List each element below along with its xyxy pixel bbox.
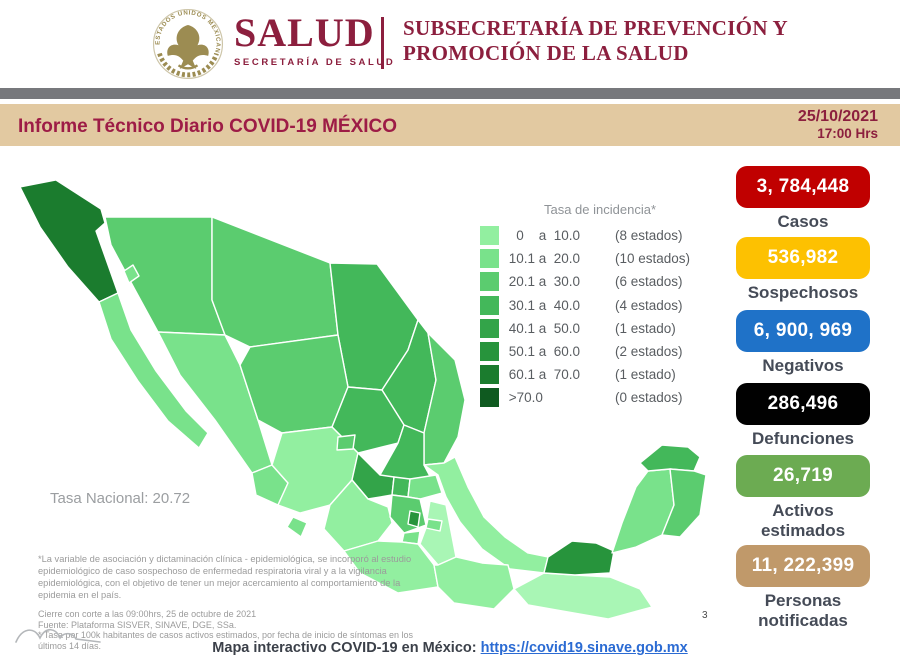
report-datetime: 25/10/2021 17:00 Hrs [798,107,878,142]
footer-text: Mapa interactivo COVID-19 en México: [212,640,481,656]
legend-swatch [480,272,499,292]
legend-count: (1 estado) [615,367,676,383]
state-tlaxcala [425,518,443,532]
legend-swatch [480,341,499,361]
stat-sospechosos: 536,982 Sospechosos [736,237,870,303]
stat-negativos: 6, 900, 969 Negativos [736,310,870,376]
state-colima [286,516,308,538]
state-oaxaca [433,556,515,610]
page-number: 3 [702,610,708,621]
footnote-paragraph: *La variable de asociación y dictaminaci… [38,554,412,600]
legend-swatch [480,226,499,245]
personas-value-pill: 11, 222,399 [736,545,870,587]
report-time: 17:00 Hrs [817,126,878,141]
legend-row: 20.1 a 30.0 (6 estados) [480,272,720,292]
state-baja-california-sur [98,292,209,449]
casos-value-pill: 3, 784,448 [736,166,870,208]
legend-swatch [480,295,499,315]
legend-row: 30.1 a 40.0 (4 estados) [480,295,720,315]
map-footnotes: *La variable de asociación y dictaminaci… [38,553,434,651]
legend-count: (6 estados) [615,274,683,290]
defunciones-label: Defunciones [751,429,855,448]
negativos-value-pill: 6, 900, 969 [736,310,870,352]
state-chiapas [513,572,653,620]
state-edomex [389,494,427,534]
defunciones-value-pill: 286,496 [736,383,870,425]
legend-title: Tasa de incidencia* [543,202,657,217]
footer: Mapa interactivo COVID-19 en México: htt… [0,640,900,656]
legend-range: 60.1 a 70.0 [505,367,581,383]
state-michoacan [323,479,393,552]
legend-range: >70.0 [505,390,543,406]
tasa-nacional-label: Tasa Nacional: 20.72 [50,490,191,507]
legend-row: 10.1 a 20.0 (10 estados) [480,249,720,269]
footnote-fuente: Fuente: Plataforma SISVER, SINAVE, DGE, … [38,619,237,630]
title-band: Informe Técnico Diario COVID-19 MÉXICO 2… [0,104,900,146]
state-chihuahua [211,216,339,348]
legend-count: (4 estados) [615,297,683,313]
state-hidalgo [407,474,443,500]
mexico-eagle-seal-icon: ESTADOS UNIDOS MEXICANOS [150,6,224,80]
state-campeche [611,468,675,554]
legend-range: 0 a 10.0 [505,228,581,243]
casos-label: Casos [777,212,829,231]
state-aguascalientes [336,434,356,451]
state-quintana-roo [661,468,707,538]
legend-swatch [480,318,499,338]
mountain-doodle-icon [15,628,101,643]
legend-row: >70.0 (0 estados) [480,388,720,408]
legend-row: 0 a 10.0 (8 estados) [480,226,720,245]
legend-range: 50.1 a 60.0 [505,343,581,359]
legend-row: 50.1 a 60.0 (2 estados) [480,341,720,361]
legend-count: (1 estado) [615,320,676,336]
legend-swatch [480,388,499,408]
state-queretaro [391,476,411,498]
salud-logo-text: SALUD [234,10,375,55]
report-date: 25/10/2021 [797,108,878,125]
legend-swatch [480,249,499,269]
state-isla-tiburon [123,264,140,284]
legend-row: 60.1 a 70.0 (1 estado) [480,365,720,385]
legend-range: 20.1 a 30.0 [505,274,581,290]
subsecretaria-title: SUBSECRETARÍA DE PREVENCIÓN Y PROMOCIÓN … [403,16,789,65]
stat-activos-estimados: 26,719 Activos estimados [736,455,870,541]
sospechosos-value-pill: 536,982 [736,237,870,279]
header-divider [381,17,384,69]
legend-count: (2 estados) [615,343,683,359]
interactive-map-link[interactable]: https://covid19.sinave.gob.mx [480,640,688,656]
personas-label: Personas notificadas [758,591,848,630]
mexico-choropleth-map [19,179,707,620]
sospechosos-label: Sospechosos [747,283,859,302]
state-tabasco [543,540,615,576]
state-cdmx [407,510,421,528]
legend-count: (10 estados) [615,251,691,267]
stat-casos: 3, 784,448 Casos [736,166,870,232]
government-header: ESTADOS UNIDOS MEXICANOS SALUD SECRETARÍ… [0,0,900,88]
gray-separator-bar [0,88,900,99]
negativos-label: Negativos [762,356,844,375]
map-legend: Tasa de incidencia* 0 a 10.0 (8 estados)… [480,202,720,412]
secretaria-de-salud-text: SECRETARÍA DE SALUD [234,57,396,68]
legend-swatch [480,365,499,385]
report-title: Informe Técnico Diario COVID-19 MÉXICO [18,116,398,137]
state-yucatan [639,444,701,472]
legend-range: 10.1 a 20.0 [505,251,581,267]
footnote-tasa: * Tasa por 100k habitantes de casos acti… [38,630,414,651]
activos-value-pill: 26,719 [736,455,870,497]
state-baja-california [19,179,119,303]
legend-count: (0 estados) [615,390,683,406]
stat-personas-notificadas: 11, 222,399 Personas notificadas [736,545,870,631]
legend-range: 40.1 a 50.0 [505,320,581,336]
legend-row: 40.1 a 50.0 (1 estado) [480,318,720,338]
legend-range: 30.1 a 40.0 [505,297,581,313]
legend-count: (8 estados) [615,228,683,243]
stat-defunciones: 286,496 Defunciones [736,383,870,449]
footnote-cierre: Cierre con corte a las 09:00hrs, 25 de o… [38,609,257,619]
activos-label: Activos estimados [760,501,846,540]
